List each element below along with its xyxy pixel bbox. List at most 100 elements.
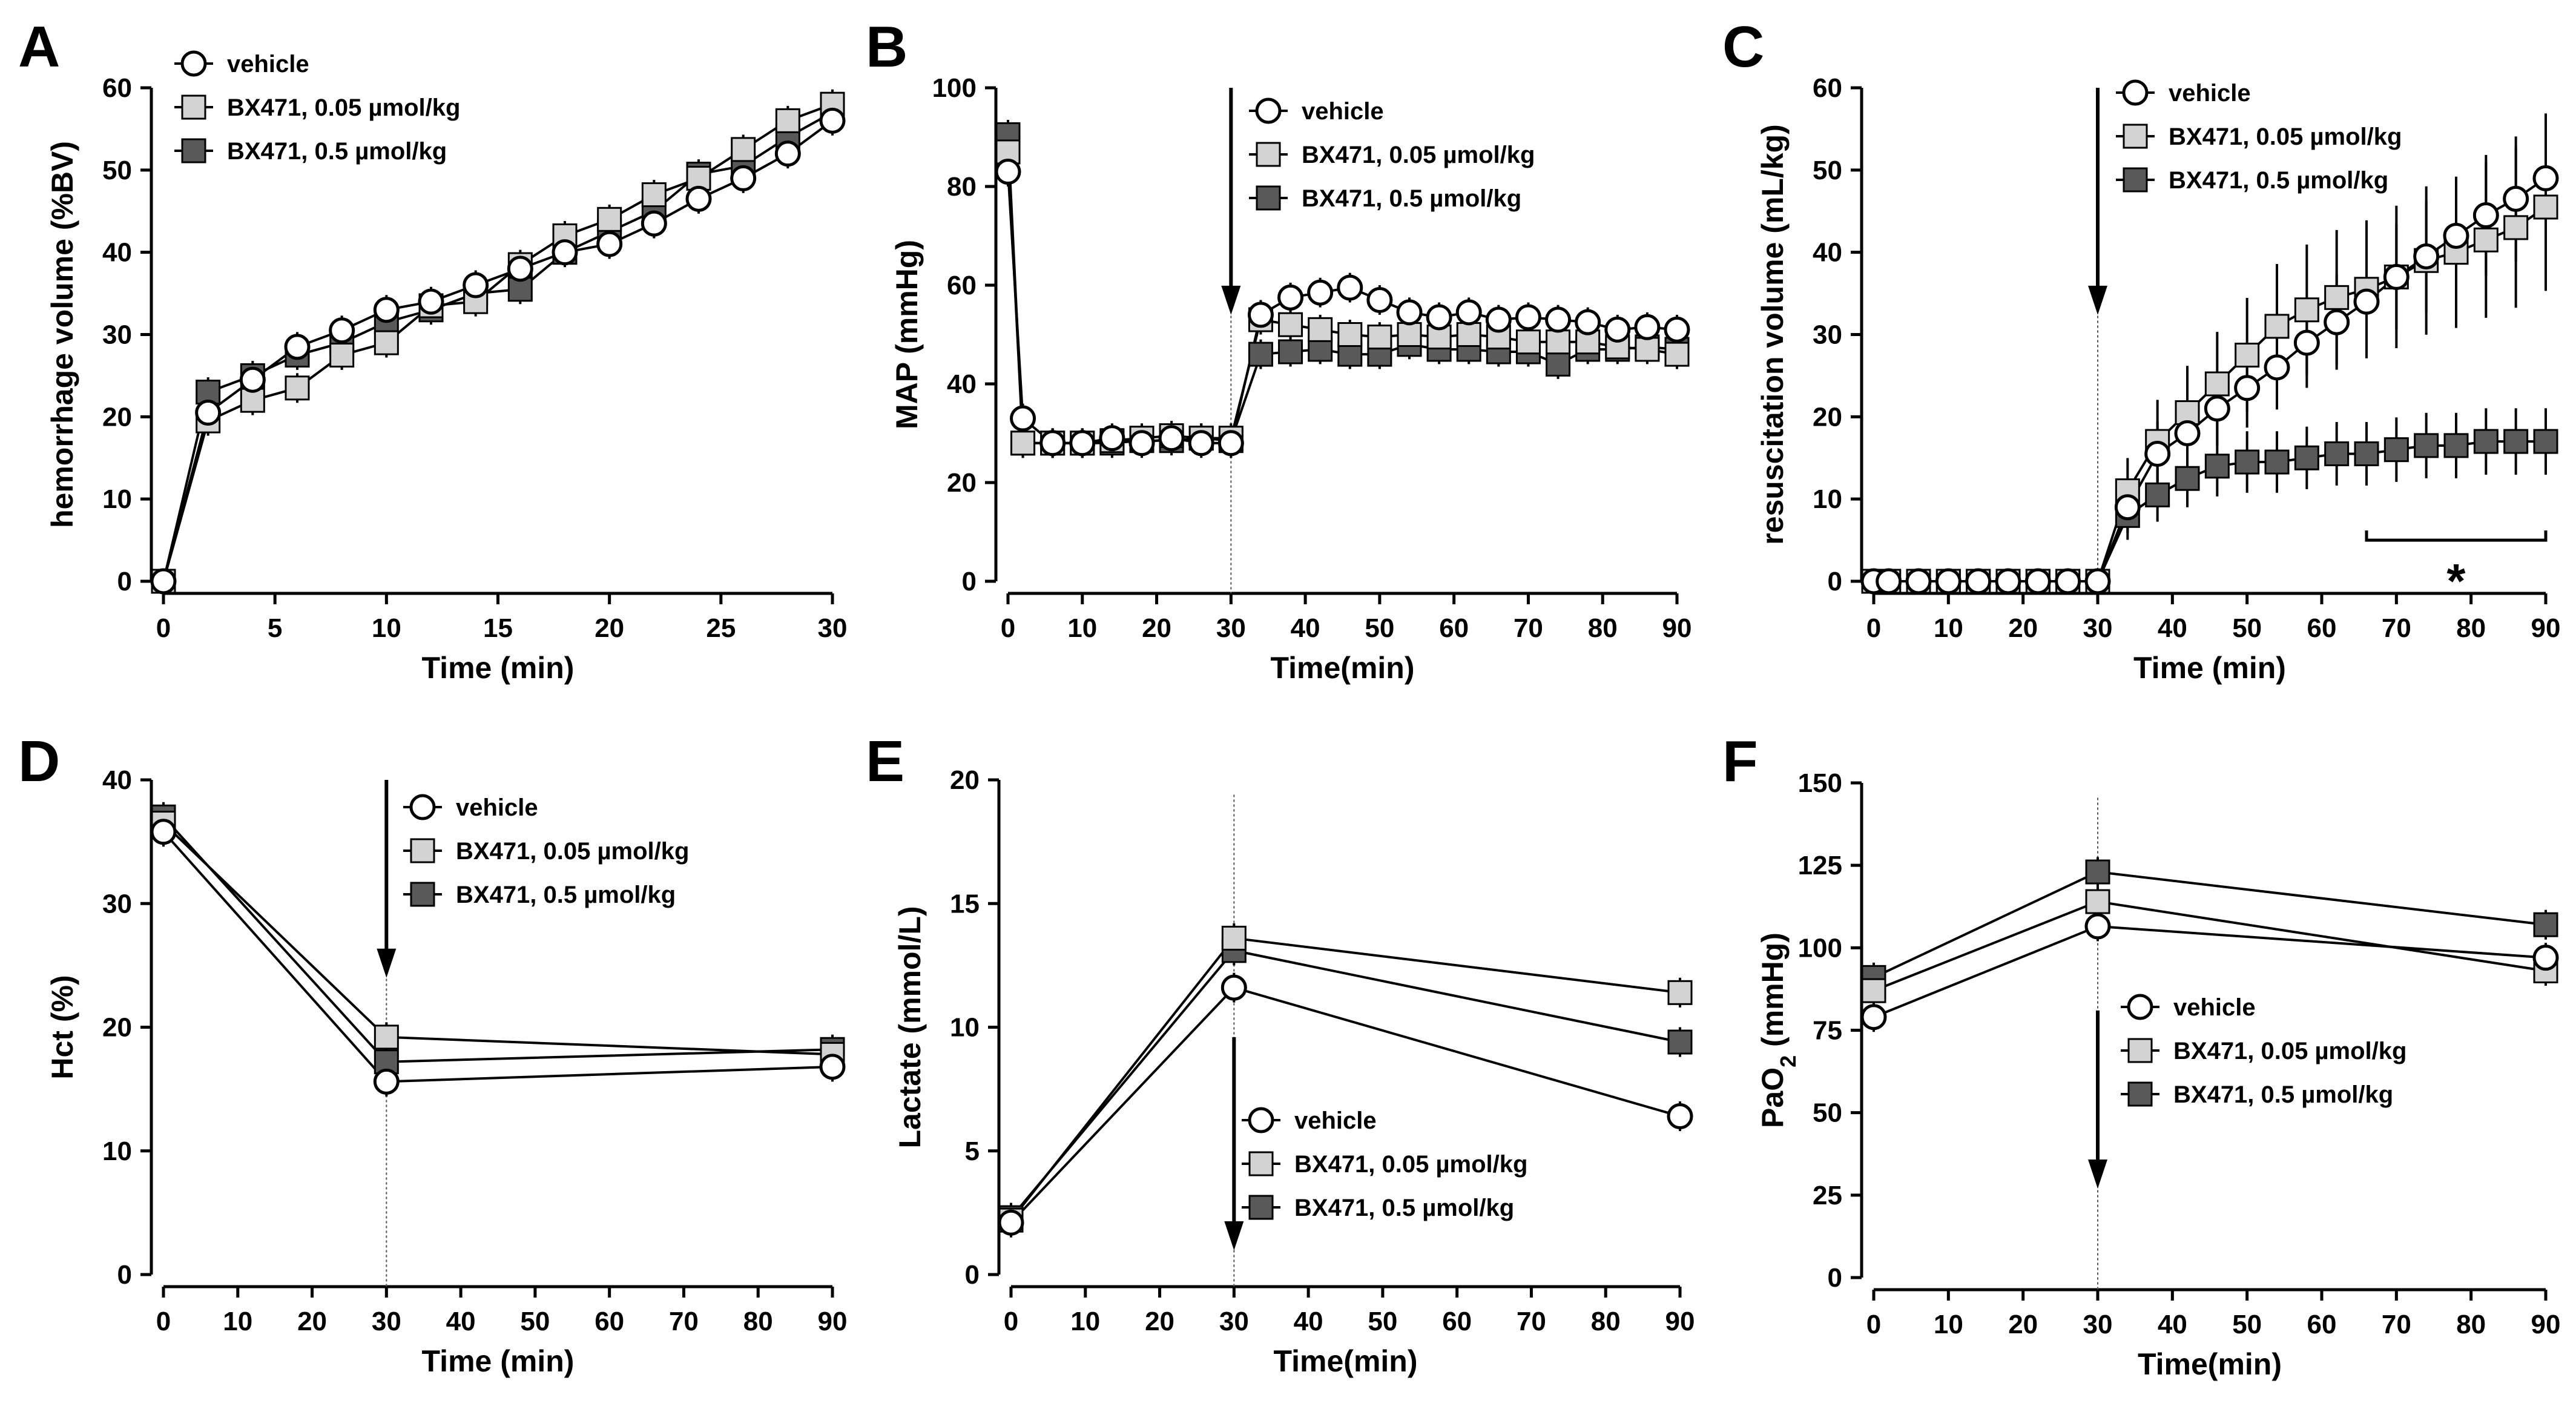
- data-point-2: [2533, 912, 2558, 937]
- data-point-0: [2413, 243, 2440, 269]
- x-tick-label: 10: [1934, 1310, 1963, 1339]
- data-point-0: [685, 185, 712, 212]
- x-tick-label: 50: [520, 1307, 550, 1336]
- data-point-1: [1308, 317, 1333, 342]
- data-point-0: [1905, 568, 1932, 595]
- data-point-2: [2175, 466, 2200, 491]
- data-point-1: [2204, 371, 2230, 397]
- data-point-0: [2174, 420, 2201, 446]
- data-point-1: [775, 108, 800, 133]
- panel-label: F: [1722, 729, 1758, 794]
- data-point-0: [1069, 430, 1096, 457]
- x-tick-label: 5: [268, 613, 282, 643]
- legend-label: BX471, 0.5 µmol/kg: [1302, 185, 1521, 212]
- x-tick-label: 70: [1514, 613, 1543, 643]
- data-point-0: [1935, 568, 1962, 595]
- x-tick-label: 20: [297, 1307, 327, 1336]
- data-point-1: [1664, 341, 1690, 367]
- legend-label: vehicle: [227, 51, 309, 78]
- data-point-1: [731, 137, 756, 162]
- y-tick-label: 30: [1813, 320, 1842, 350]
- x-tick-label: 20: [1142, 613, 1171, 643]
- data-point-0: [1634, 314, 1661, 340]
- data-point-0: [596, 231, 623, 257]
- y-tick-label: 0: [965, 1260, 980, 1290]
- x-tick-label: 30: [1219, 1307, 1249, 1336]
- panel-D: D 0 10 20 30 40 50 60 70 80 90 0 10 20 30 40 Time (min) H…: [18, 729, 847, 1378]
- x-tick-label: 10: [372, 613, 401, 643]
- data-point-0: [373, 297, 400, 323]
- data-point-1: [374, 330, 399, 355]
- data-point-1: [374, 1024, 399, 1050]
- x-tick-label: 0: [1866, 613, 1881, 643]
- panel-E: E 0 10 20 30 40 50 60 70 80 90 0 5 10 15 20 Time(min) Lac…: [866, 729, 1695, 1378]
- data-point-2: [2354, 441, 2379, 466]
- data-point-1: [2085, 889, 2110, 914]
- x-tick-label: 40: [1294, 1307, 1323, 1336]
- significance-bracket: [2365, 530, 2548, 542]
- data-point-2: [2443, 433, 2469, 458]
- data-point-2: [1667, 1029, 1693, 1055]
- panel-A: A 0 5 10 15 20 25 30 0 10 20 30 40 50 60 Time (min) hemo…: [18, 15, 847, 685]
- data-point-0: [1247, 302, 1274, 328]
- data-point-0: [1158, 425, 1185, 452]
- data-point-0: [2264, 354, 2290, 381]
- y-tick-label: 30: [102, 889, 132, 919]
- x-tick-label: 0: [1004, 1307, 1018, 1336]
- legend-marker: [1256, 142, 1281, 167]
- data-point-0: [418, 288, 444, 315]
- data-point-0: [1307, 279, 1334, 306]
- data-point-0: [150, 819, 177, 845]
- legend-marker: [1256, 185, 1281, 211]
- data-point-2: [2294, 445, 2319, 470]
- data-point-1: [597, 206, 622, 232]
- data-point-0: [2324, 309, 2350, 335]
- data-point-0: [2293, 329, 2320, 356]
- data-point-0: [1366, 286, 1393, 313]
- data-point-1: [1367, 325, 1392, 350]
- treatment-arrow-head: [2088, 285, 2107, 315]
- legend-label: BX471, 0.5 µmol/kg: [227, 138, 447, 165]
- x-tick-label: 80: [1588, 613, 1618, 643]
- y-tick-label: 20: [947, 468, 977, 498]
- y-tick-label: 20: [102, 402, 132, 432]
- data-point-2: [2145, 482, 2170, 507]
- data-point-0: [819, 107, 846, 134]
- legend-label: BX471, 0.05 µmol/kg: [227, 94, 460, 121]
- data-point-0: [2144, 440, 2171, 467]
- y-tick-label: 10: [1813, 484, 1842, 514]
- y-tick-label: 40: [102, 238, 132, 268]
- y-tick-label: 10: [102, 484, 132, 514]
- x-axis-label: Time(min): [1271, 651, 1415, 685]
- legend-label: vehicle: [456, 794, 538, 821]
- data-point-0: [1667, 1103, 1693, 1130]
- legend-label: BX471, 0.5 µmol/kg: [1294, 1195, 1514, 1221]
- data-point-0: [329, 317, 355, 344]
- legend-label: vehicle: [2173, 994, 2256, 1021]
- x-tick-label: 10: [1067, 613, 1097, 643]
- data-point-0: [774, 140, 801, 167]
- data-point-2: [1278, 339, 1303, 365]
- series-line-0: [1007, 171, 1678, 444]
- x-tick-label: 90: [818, 1307, 848, 1336]
- treatment-arrow-head: [377, 948, 397, 978]
- x-tick-label: 60: [1442, 1307, 1472, 1336]
- x-axis-label: Time(min): [2138, 1347, 2282, 1381]
- x-tick-label: 90: [1662, 613, 1692, 643]
- data-point-1: [1397, 322, 1422, 347]
- data-point-2: [2085, 859, 2110, 885]
- y-tick-label: 50: [102, 156, 132, 185]
- y-tick-label: 75: [1813, 1016, 1842, 1046]
- legend-label: vehicle: [2169, 80, 2251, 107]
- legend-label: BX471, 0.05 µmol/kg: [1302, 142, 1535, 168]
- data-point-0: [463, 272, 489, 299]
- y-tick-label: 25: [1813, 1181, 1842, 1210]
- data-point-2: [2383, 437, 2409, 463]
- x-tick-label: 30: [818, 613, 848, 643]
- panel-label: D: [18, 729, 60, 794]
- x-tick-label: 30: [372, 1307, 401, 1336]
- y-tick-label: 80: [947, 172, 977, 202]
- legend-label: vehicle: [1294, 1107, 1377, 1134]
- data-point-0: [1099, 425, 1125, 452]
- data-point-0: [995, 159, 1021, 185]
